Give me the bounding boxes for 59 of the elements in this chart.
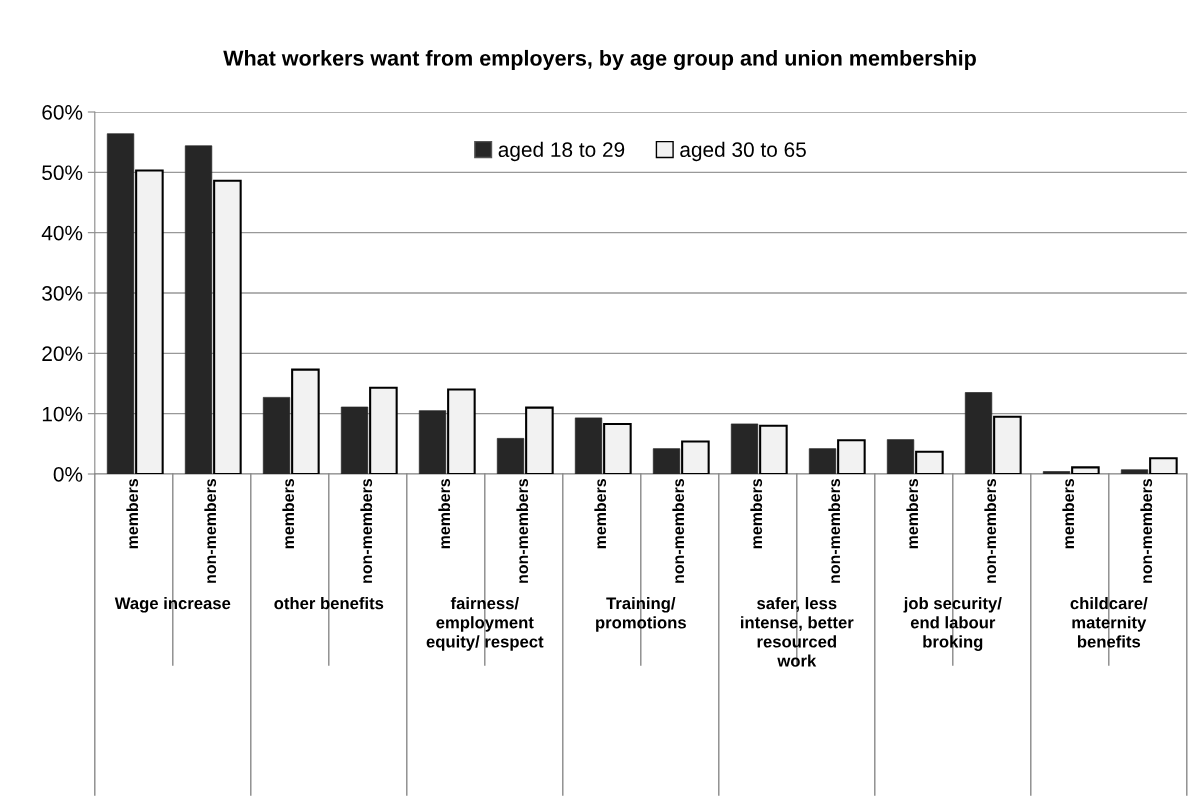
bar xyxy=(1149,457,1178,474)
y-tick-label: 60% xyxy=(42,105,83,120)
x-tick-label: non-members xyxy=(984,478,997,583)
bar xyxy=(730,423,759,474)
bar xyxy=(291,368,320,474)
text: safer, less intense, better resourced work xyxy=(741,597,854,667)
x-tick-label: non-members xyxy=(828,478,841,583)
bar xyxy=(262,397,291,474)
x-tick-label: members xyxy=(1062,479,1075,549)
text: other benefits xyxy=(274,597,384,610)
legend-label: aged 18 to 29 xyxy=(498,141,625,162)
x-tick-label: non-members xyxy=(516,478,529,583)
bar xyxy=(1071,466,1100,474)
x-tick-label: non-members xyxy=(360,478,373,583)
x-tick-label: members xyxy=(594,479,607,549)
y-tick-label: 40% xyxy=(41,225,83,241)
bar xyxy=(135,169,164,474)
bar xyxy=(652,448,681,474)
bar xyxy=(496,438,525,474)
bar xyxy=(1042,471,1071,474)
x-tick-label: members xyxy=(906,479,919,549)
x-tick-label: non-members xyxy=(672,478,685,583)
chart-title: What workers want from employers, by age group and union membership xyxy=(223,49,976,71)
bar xyxy=(574,417,603,474)
text: Training/ promotions xyxy=(596,597,686,632)
y-tick-label: 0% xyxy=(53,467,83,482)
bar xyxy=(184,145,213,474)
bar xyxy=(681,440,710,474)
x-tick-label: members xyxy=(438,479,451,549)
text: fairness/ employment equity/ respect xyxy=(426,597,544,651)
bar xyxy=(525,406,554,474)
bar xyxy=(447,388,476,474)
x-tick-label: members xyxy=(282,479,295,549)
x-tick-label: non-members xyxy=(1140,478,1153,583)
y-tick-label: 50% xyxy=(42,165,83,181)
bar xyxy=(808,448,837,474)
bar xyxy=(369,386,398,474)
text: job security/ end labour broking xyxy=(903,597,1002,651)
bar xyxy=(213,179,242,474)
y-tick-label: 20% xyxy=(42,346,83,362)
x-tick-label: non-members xyxy=(204,478,217,583)
y-tick-label: 10% xyxy=(42,406,83,422)
bar xyxy=(106,133,135,474)
bar xyxy=(837,439,866,474)
bar xyxy=(1120,469,1149,474)
text: Wage increase xyxy=(114,597,231,613)
bar xyxy=(915,450,944,474)
x-tick-label: members xyxy=(126,479,139,549)
bar xyxy=(418,410,447,474)
y-tick-label: 30% xyxy=(42,286,83,301)
bar xyxy=(759,424,788,474)
bar xyxy=(964,392,993,474)
bar xyxy=(886,439,915,474)
bar xyxy=(340,406,369,474)
x-tick-label: members xyxy=(750,479,763,549)
bar xyxy=(993,415,1022,474)
bar xyxy=(603,422,632,474)
text: childcare/ maternity benefits xyxy=(1070,597,1148,648)
legend-label: aged 30 to 65 xyxy=(680,141,806,162)
